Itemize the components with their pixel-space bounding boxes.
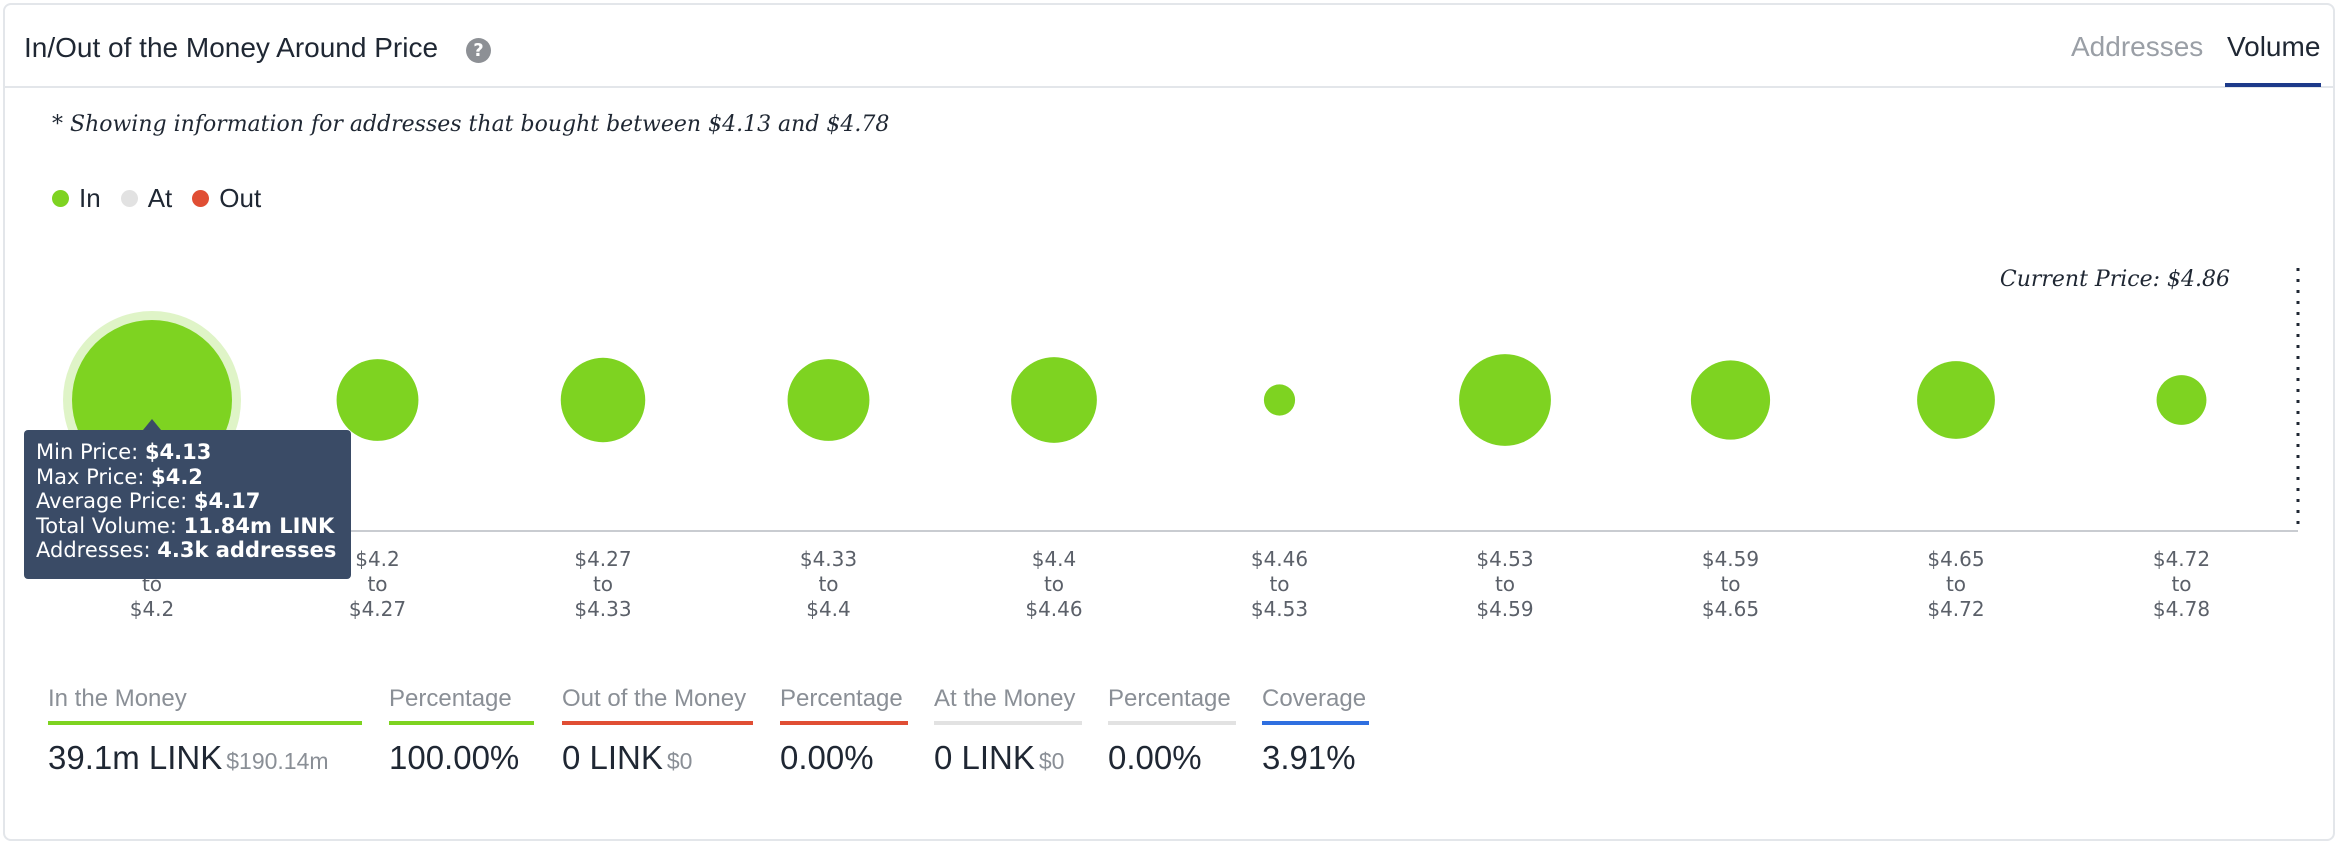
stat-underline: [562, 721, 753, 725]
stat-out-percentage: Percentage 0.00%: [780, 685, 908, 777]
x-tick-label: $4.33 to $4.4: [800, 547, 857, 621]
legend-item-in[interactable]: In: [52, 183, 101, 214]
x-tick-label: $4.27 to $4.33: [574, 547, 631, 621]
tab-addresses[interactable]: Addresses: [2071, 31, 2204, 62]
bubble-7[interactable]: [1459, 354, 1551, 446]
x-tick-label: $4.65 to $4.72: [1927, 547, 1984, 621]
stat-underline: [1262, 721, 1369, 725]
stat-value: 100.00%: [389, 739, 520, 776]
stat-at-percentage: Percentage 0.00%: [1108, 685, 1236, 777]
tooltip-row-min-price: Min Price: $4.13: [36, 440, 212, 464]
stat-in-percentage: Percentage 100.00%: [389, 685, 534, 777]
bubble-3[interactable]: [560, 357, 646, 443]
legend-label-out: Out: [219, 182, 262, 213]
stat-underline: [389, 721, 534, 725]
legend-label-at: At: [147, 182, 173, 213]
bubble-2[interactable]: [336, 359, 419, 441]
stat-label: Percentage: [780, 685, 903, 712]
x-tick-label: $4.59 to $4.65: [1702, 547, 1759, 621]
stat-underline: [1108, 721, 1236, 725]
bubble-4[interactable]: [787, 359, 870, 441]
bubble-5[interactable]: [1011, 357, 1097, 443]
stat-value: 0.00%: [780, 739, 874, 776]
stat-at-the-money: At the Money 0 LINK $0: [934, 685, 1082, 777]
bubble-8[interactable]: [1690, 360, 1771, 440]
x-tick-label: $4.46 to $4.53: [1251, 547, 1308, 621]
legend-item-out[interactable]: Out: [192, 183, 261, 214]
stat-label: Percentage: [1108, 685, 1231, 712]
legend-dot-out: [192, 189, 210, 207]
legend-label-in: In: [79, 182, 101, 213]
stat-label: At the Money: [934, 685, 1076, 712]
stat-value: 0 LINK $0: [934, 739, 1065, 776]
stat-value: 39.1m LINK $190.14m: [48, 739, 329, 776]
x-tick-labels: $4.13to$4.2$4.2to$4.27$4.27to$4.33$4.33t…: [123, 547, 2210, 621]
current-price-label: Current Price: $4.86: [2000, 267, 2230, 292]
stat-in-the-money: In the Money 39.1m LINK $190.14m: [48, 685, 362, 777]
bubble-chart: Current Price: $4.86 $4.13to$4.2$4.2to$4…: [26, 267, 2300, 621]
info-note: * Showing information for addresses that…: [52, 112, 890, 137]
bubble-10[interactable]: [2156, 375, 2207, 425]
stat-underline: [934, 721, 1082, 725]
x-tick-label: $4.4 to $4.46: [1025, 547, 1082, 621]
stat-value: 3.91%: [1262, 739, 1356, 776]
tooltip-caret: [143, 419, 161, 430]
legend: In At Out: [52, 183, 281, 213]
tooltip: Min Price: $4.13 Max Price: $4.2 Average…: [24, 430, 351, 579]
stat-value: 0.00%: [1108, 739, 1202, 776]
stat-out-of-the-money: Out of the Money 0 LINK $0: [562, 685, 753, 777]
page-title: In/Out of the Money Around Price: [24, 32, 439, 63]
tooltip-row-average-price: Average Price: $4.17: [36, 489, 261, 513]
bubble-6[interactable]: [1263, 384, 1296, 416]
stat-coverage: Coverage 3.91%: [1262, 685, 1369, 777]
bubbles-group: [63, 311, 2207, 489]
card-header: In/Out of the Money Around Price ? Addre…: [5, 5, 2333, 88]
tooltip-row-max-price: Max Price: $4.2: [36, 464, 203, 489]
x-tick-label: $4.2 to $4.27: [349, 547, 406, 621]
bubble-9[interactable]: [1917, 361, 1995, 439]
stat-label: Coverage: [1262, 685, 1367, 712]
stat-label: In the Money: [48, 685, 187, 712]
tab-volume[interactable]: Volume: [2227, 31, 2321, 62]
stat-label: Percentage: [389, 685, 512, 712]
active-tab-indicator: [2225, 83, 2321, 87]
stat-label: Out of the Money: [562, 685, 747, 712]
legend-dot-at: [120, 189, 138, 207]
stat-underline: [48, 721, 362, 725]
tooltip-row-total-volume: Total Volume: 11.84m LINK: [36, 513, 335, 538]
legend-item-at[interactable]: At: [120, 182, 173, 214]
x-tick-label: $4.72 to $4.78: [2153, 547, 2210, 621]
tooltip-row-addresses: Addresses: 4.3k addresses: [36, 538, 337, 562]
legend-dot-in: [52, 189, 69, 207]
stat-underline: [780, 721, 908, 725]
x-tick-label: $4.53 to $4.59: [1476, 547, 1533, 621]
stat-value: 0 LINK $0: [562, 739, 693, 776]
help-icon[interactable]: ?: [466, 38, 491, 63]
